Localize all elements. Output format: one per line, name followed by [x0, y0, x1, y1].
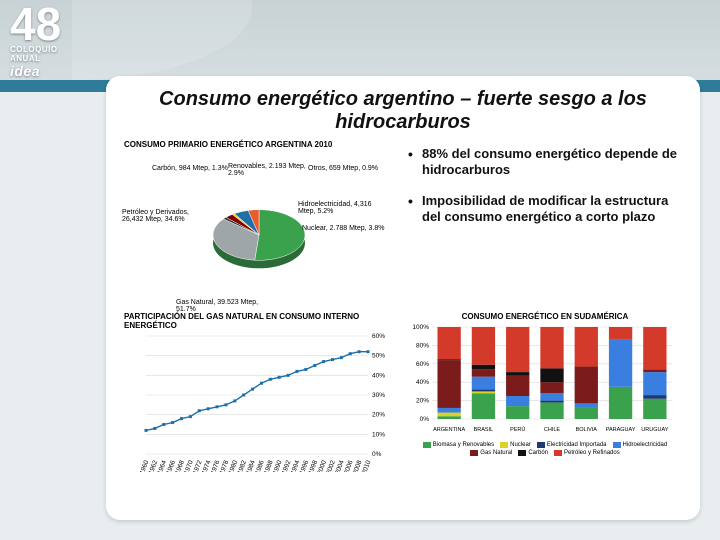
legend-swatch: [537, 442, 545, 448]
svg-text:20%: 20%: [372, 412, 385, 419]
legend-item: Electricidad Importada: [537, 442, 607, 448]
legend-item: Hidroelectricidad: [613, 442, 668, 448]
legend-item: Carbón: [518, 450, 548, 456]
pie-title: CONSUMO PRIMARIO ENERGÉTICO ARGENTINA 20…: [124, 140, 398, 149]
svg-text:60%: 60%: [416, 361, 429, 368]
legend-swatch: [518, 450, 526, 456]
pie-slice-label: Nuclear, 2.788 Mtep, 3.8%: [302, 225, 385, 232]
bullet-item: 88% del consumo energético depende de hi…: [408, 146, 678, 179]
legend-item: Biomasa y Renovables: [423, 442, 494, 448]
slide-title: Consumo energético argentino – fuerte se…: [124, 88, 682, 134]
legend-swatch: [470, 450, 478, 456]
pie-slice-label: Otros, 659 Mtep, 0.9%: [308, 165, 378, 172]
bullet-list: 88% del consumo energético depende de hi…: [408, 140, 682, 225]
logo-line2: ANUAL: [10, 54, 61, 63]
legend-label: Electricidad Importada: [547, 442, 607, 448]
legend-label: Biomasa y Renovables: [433, 442, 494, 448]
legend-label: Gas Natural: [480, 450, 512, 456]
stacked-svg: 0% 20% 40% 60% 80% 100% ARGENTINA BRASIL PERÚ CHI…: [408, 323, 678, 435]
event-logo: 48 COLOQUIO ANUAL idea: [10, 4, 61, 79]
logo-number: 48: [10, 4, 61, 45]
logo-line3: idea: [10, 63, 61, 79]
legend-swatch: [554, 450, 562, 456]
legend-item: Nuclear: [500, 442, 531, 448]
pie-slice-label: Renovables, 2.193 Mtep, 2.9%: [228, 163, 318, 178]
svg-text:10%: 10%: [372, 431, 385, 438]
legend-item: Petróleo y Refinados: [554, 450, 620, 456]
pie-svg: [204, 185, 314, 285]
pie-slice-label: Petróleo y Derivados, 26,432 Mtep, 34.6%: [122, 209, 212, 224]
bullets-cell: 88% del consumo energético depende de hi…: [408, 140, 682, 308]
svg-text:2010: 2010: [361, 459, 373, 472]
legend-label: Hidroelectricidad: [623, 442, 668, 448]
line-cell: PARTICIPACIÓN DEL GAS NATURAL EN CONSUMO…: [124, 312, 398, 480]
line-chart: 0%10%20%30%40%50%60%19601962196419661968…: [124, 332, 398, 482]
svg-text:0%: 0%: [420, 416, 430, 423]
stacked-chart: 0% 20% 40% 60% 80% 100% ARGENTINA BRASIL PERÚ CHI…: [408, 323, 682, 473]
svg-text:URUGUAY: URUGUAY: [641, 427, 668, 433]
legend-label: Petróleo y Refinados: [564, 450, 620, 456]
pie-chart: Gas Natural, 39.523 Mtep, 51.7%Petróleo …: [124, 151, 398, 301]
stacked-legend: Biomasa y Renovables Nuclear Electricidad …: [408, 442, 682, 456]
svg-text:40%: 40%: [416, 379, 429, 386]
svg-text:ARGENTINA: ARGENTINA: [433, 427, 465, 433]
line-svg: 0%10%20%30%40%50%60%19601962196419661968…: [124, 332, 394, 472]
legend-swatch: [423, 442, 431, 448]
svg-text:PERÚ: PERÚ: [510, 426, 525, 433]
content-grid: CONSUMO PRIMARIO ENERGÉTICO ARGENTINA 20…: [124, 140, 682, 480]
logo-line1: COLOQUIO: [10, 45, 61, 54]
legend-item: Gas Natural: [470, 450, 512, 456]
header-band: [0, 0, 720, 80]
legend-label: Nuclear: [510, 442, 531, 448]
legend-swatch: [500, 442, 508, 448]
bullet-item: Imposibilidad de modificar la estructura…: [408, 193, 678, 226]
svg-text:40%: 40%: [372, 372, 385, 379]
line-title: PARTICIPACIÓN DEL GAS NATURAL EN CONSUMO…: [124, 312, 398, 330]
svg-text:BRASIL: BRASIL: [474, 427, 494, 433]
svg-text:60%: 60%: [372, 333, 385, 340]
stacked-cell: CONSUMO ENERGÉTICO EN SUDAMÉRICA 0% 20% 40…: [408, 312, 682, 480]
pie-slice-label: Carbón, 984 Mtep, 1.3%: [152, 165, 228, 172]
svg-text:80%: 80%: [416, 342, 429, 349]
legend-label: Carbón: [528, 450, 548, 456]
pie-slice-label: Hidroelectricidad, 4,316 Mtep, 5.2%: [298, 201, 388, 216]
slide-card: Consumo energético argentino – fuerte se…: [106, 76, 700, 520]
svg-text:CHILE: CHILE: [544, 427, 561, 433]
svg-text:BOLIVIA: BOLIVIA: [576, 427, 598, 433]
legend-swatch: [613, 442, 621, 448]
stacked-title: CONSUMO ENERGÉTICO EN SUDAMÉRICA: [408, 312, 682, 321]
svg-text:PARAGUAY: PARAGUAY: [606, 427, 636, 433]
svg-text:100%: 100%: [412, 324, 429, 331]
pie-cell: CONSUMO PRIMARIO ENERGÉTICO ARGENTINA 20…: [124, 140, 398, 308]
svg-text:30%: 30%: [372, 392, 385, 399]
svg-text:20%: 20%: [416, 398, 429, 405]
svg-text:0%: 0%: [372, 451, 382, 458]
svg-text:50%: 50%: [372, 353, 385, 360]
